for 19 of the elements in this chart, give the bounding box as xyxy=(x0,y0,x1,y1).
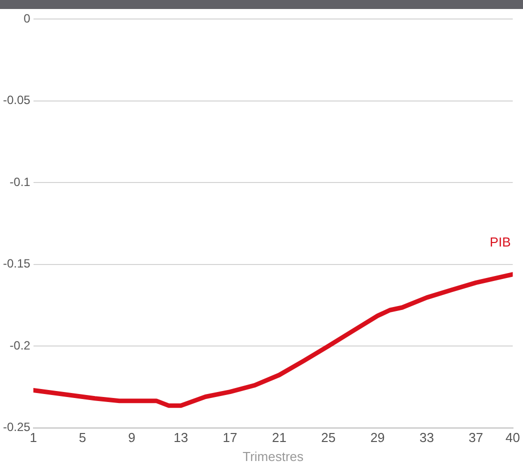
x-tick-label: 33 xyxy=(419,430,434,446)
y-tick-label: -0.25 xyxy=(2,420,31,434)
x-tick-label: 5 xyxy=(78,430,86,446)
x-tick-label: 17 xyxy=(222,430,238,446)
x-tick-label: 37 xyxy=(468,430,484,446)
y-tick-label: -0.15 xyxy=(2,256,31,271)
x-tick-label: 9 xyxy=(128,430,136,446)
y-tick-label: -0.05 xyxy=(2,93,31,108)
y-tick-label: -0.1 xyxy=(10,174,31,189)
x-tick-label: 13 xyxy=(174,430,188,446)
x-tick-label: 40 xyxy=(506,430,520,446)
x-tick-label: 21 xyxy=(272,430,286,446)
series-label: PIB xyxy=(490,234,511,250)
y-tick-label: 0 xyxy=(24,12,31,26)
x-tick-label: 1 xyxy=(30,430,37,446)
x-tick-label: 25 xyxy=(321,430,336,446)
x-tick-label: 29 xyxy=(370,430,385,446)
x-axis-title: Trimestres xyxy=(242,448,304,464)
y-tick-label: -0.2 xyxy=(10,338,31,352)
